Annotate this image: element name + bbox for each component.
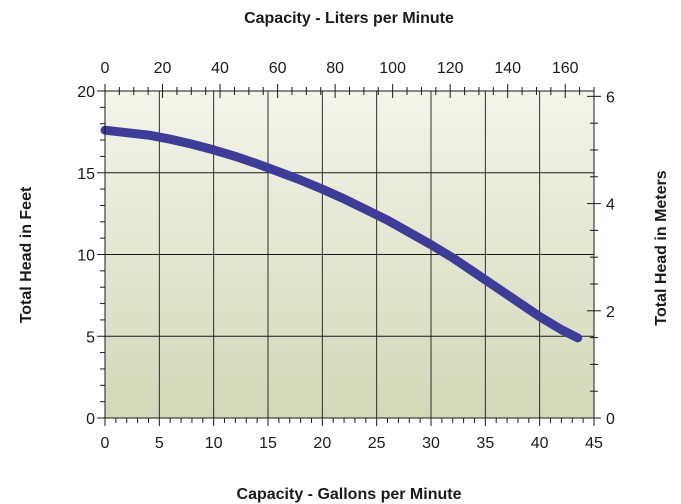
top-axis-title: Capacity - Liters per Minute [244, 10, 454, 27]
y-tick-label: 5 [86, 329, 95, 346]
series-layer [100, 125, 583, 343]
x2-tick-label: 20 [154, 60, 172, 77]
x2-tick-label: 100 [379, 60, 406, 77]
x-axis-title: Capacity - Gallons per Minute [237, 486, 462, 503]
pump-curve-line [100, 125, 583, 343]
y-tick-label: 15 [77, 166, 95, 183]
x2-tick-label: 80 [326, 60, 344, 77]
x-tick-label: 30 [422, 435, 440, 452]
x-tick-label: 25 [368, 435, 386, 452]
ticks [97, 84, 601, 426]
y2-tick-label: 4 [606, 197, 615, 214]
x2-tick-label: 60 [269, 60, 287, 77]
y2-tick-label: 0 [606, 411, 615, 428]
x2-tick-label: 40 [211, 60, 229, 77]
x2-tick-label: 140 [494, 60, 521, 77]
grid [105, 91, 594, 418]
x2-tick-label: 120 [437, 60, 464, 77]
x-tick-label: 20 [313, 435, 331, 452]
y-tick-label: 10 [77, 248, 95, 265]
y-tick-label: 20 [77, 84, 95, 101]
x-tick-label: 0 [101, 435, 110, 452]
y2-tick-label: 6 [606, 89, 615, 106]
y2-axis-title: Total Head in Meters [653, 170, 670, 325]
y2-tick-label: 2 [606, 304, 615, 321]
x-tick-label: 40 [531, 435, 549, 452]
y-axis-title: Total Head in Feet [18, 186, 35, 323]
x-tick-label: 35 [476, 435, 494, 452]
x-tick-label: 5 [155, 435, 164, 452]
x-tick-label: 15 [259, 435, 277, 452]
x-tick-label: 10 [205, 435, 223, 452]
x2-tick-label: 0 [101, 60, 110, 77]
x2-tick-label: 160 [552, 60, 579, 77]
x-tick-label: 45 [585, 435, 603, 452]
y-tick-label: 0 [86, 411, 95, 428]
